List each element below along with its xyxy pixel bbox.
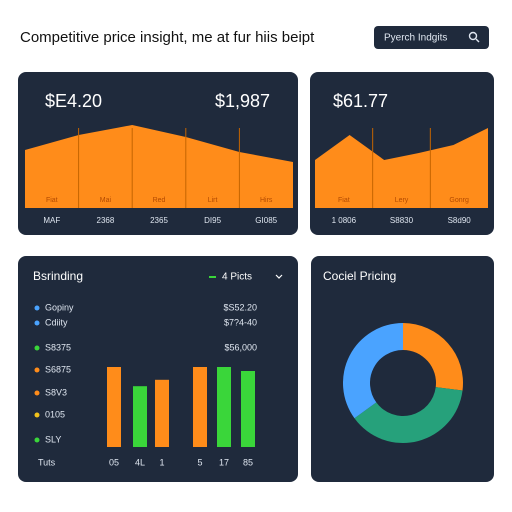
card-title: Cociel Pricing — [323, 269, 396, 283]
x-tick-label: 85 — [243, 457, 253, 467]
donut-slice — [354, 387, 463, 444]
row-label: S8375 — [45, 342, 71, 352]
search-button[interactable]: Pyerch Indgits — [374, 26, 489, 49]
x-tick-label: S8d90 — [448, 216, 472, 225]
x-tick-label: 17 — [219, 457, 229, 467]
bullet — [34, 437, 40, 443]
inner-label: Mai — [100, 197, 112, 204]
bullet — [34, 390, 40, 396]
row-label: SLY — [45, 434, 61, 444]
bar — [241, 371, 255, 447]
x-tick-label: DI95 — [204, 216, 221, 225]
x-tick-label: 1 — [159, 457, 164, 467]
inner-label: Lery — [395, 197, 409, 204]
dropdown-chevron[interactable] — [275, 274, 283, 279]
search-icon[interactable] — [468, 31, 478, 41]
x-tick-label: 05 — [109, 457, 119, 467]
inner-label: Gonrg — [449, 197, 469, 204]
x-tick-label: MAF — [43, 216, 60, 225]
row-label: Cdiity — [45, 317, 68, 327]
donut-slice — [343, 323, 403, 419]
row-label: 0105 — [45, 409, 65, 419]
donut-slice — [403, 323, 463, 391]
bullet — [34, 345, 40, 351]
search-label[interactable]: Pyerch Indgits — [384, 33, 447, 44]
axis-label: Tuts — [38, 457, 56, 467]
card-title: Bsrinding — [33, 269, 83, 283]
inner-label: Hirs — [260, 197, 273, 204]
bar — [107, 367, 121, 447]
x-tick-label: 4L — [135, 457, 145, 467]
figure: $1,987 — [215, 91, 270, 111]
search-box[interactable] — [374, 26, 489, 49]
bar — [155, 379, 169, 447]
x-tick-label: S8830 — [390, 216, 414, 225]
bullet — [34, 320, 40, 326]
row-value: $7?4-40 — [224, 317, 257, 327]
bar — [193, 367, 207, 447]
inner-label: Fiat — [46, 197, 58, 204]
legend-label: 4 Picts — [222, 272, 252, 283]
area — [25, 125, 293, 208]
inner-label: Lirt — [208, 197, 218, 204]
bullet — [34, 305, 40, 311]
x-tick-label: GI085 — [255, 216, 277, 225]
inner-label: Red — [153, 197, 166, 204]
bar — [217, 367, 231, 447]
area — [315, 128, 488, 208]
row-label: S8V3 — [45, 387, 67, 397]
bullet — [34, 367, 40, 373]
search-icon-handle[interactable] — [475, 38, 480, 43]
x-tick-label: 5 — [197, 457, 202, 467]
row-value: $56,000 — [224, 342, 257, 352]
card — [311, 256, 494, 482]
figure: $61.77 — [333, 91, 388, 111]
figure: $E4.20 — [45, 91, 102, 111]
x-tick-label: 2365 — [150, 216, 168, 225]
inner-label: Fiat — [338, 197, 350, 204]
row-value: $S52.20 — [223, 302, 257, 312]
x-tick-label: 2368 — [97, 216, 115, 225]
row-label: Gopiny — [45, 302, 74, 312]
page-title: Competitive price insight, me at fur hii… — [20, 29, 315, 46]
x-tick-label: 1 0806 — [332, 216, 357, 225]
bar — [133, 386, 147, 447]
row-label: S6875 — [45, 364, 71, 374]
bullet — [34, 412, 40, 418]
